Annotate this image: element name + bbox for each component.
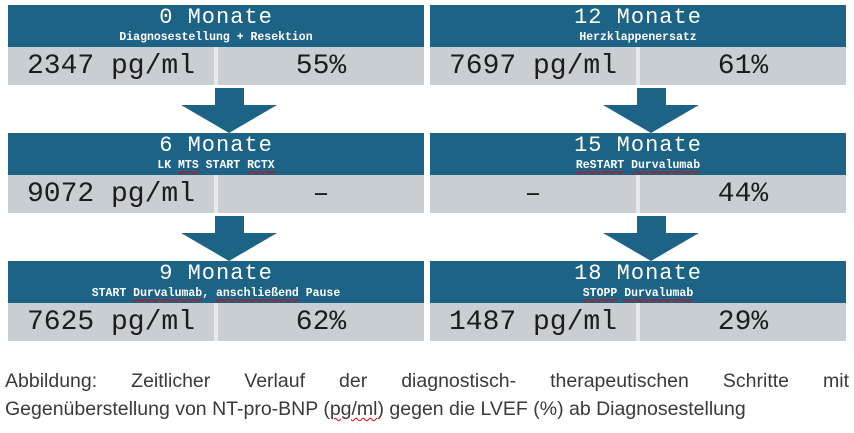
box-title: 15 Monate xyxy=(574,133,702,158)
box-header: 18 Monate STOPP Durvalumab xyxy=(430,261,846,303)
box-values: 2347 pg/ml 55% xyxy=(8,47,424,85)
subtitle-segment: , xyxy=(202,287,216,300)
box-subtitle: Herzklappenersatz xyxy=(430,31,846,44)
box-title: 6 Monate xyxy=(159,133,273,158)
timeline-box-6-monate: 6 Monate LK MTS START RCTX 9072 pg/ml – xyxy=(8,133,424,213)
down-arrow-icon xyxy=(603,213,699,261)
box-values: 7697 pg/ml 61% xyxy=(430,47,846,85)
subtitle-segment: LK xyxy=(157,159,179,172)
lvef-value: 44% xyxy=(717,178,769,210)
subtitle-segment: anschließend xyxy=(216,287,299,300)
arrow-stem xyxy=(214,88,244,105)
lvef-value: 55% xyxy=(295,50,347,82)
cell-divider xyxy=(214,175,218,213)
timeline-box-15-monate: 15 Monate ReSTART Durvalumab – 44% xyxy=(430,133,846,213)
timeline-box-12-monate: 12 Monate Herzklappenersatz 7697 pg/ml 6… xyxy=(430,5,846,85)
arrow-head xyxy=(181,105,277,133)
cell-divider xyxy=(214,47,218,85)
cell-divider xyxy=(636,47,640,85)
box-values: – 44% xyxy=(430,175,846,213)
box-title: 18 Monate xyxy=(574,261,702,286)
arrow-head xyxy=(181,233,277,261)
caption-line-1: Abbildung: Zeitlicher Verlauf der diagno… xyxy=(5,370,849,392)
subtitle-segment: STOPP xyxy=(582,287,618,300)
box-title: 12 Monate xyxy=(574,5,702,30)
box-values: 9072 pg/ml – xyxy=(8,175,424,213)
subtitle-segment: START xyxy=(91,287,134,300)
caption-text-segment: Gegenüberstellung von NT-pro-BNP ( xyxy=(5,398,330,420)
ntprobnp-value: 2347 pg/ml xyxy=(26,50,196,82)
lvef-value: 29% xyxy=(717,306,769,338)
subtitle-segment: Durvalumab xyxy=(631,159,701,172)
subtitle-segment: ReSTART xyxy=(575,159,625,172)
subtitle-segment: START xyxy=(198,159,248,172)
box-title: 9 Monate xyxy=(159,261,273,286)
cell-divider xyxy=(636,175,640,213)
cell-divider xyxy=(214,303,218,341)
lvef-value: 62% xyxy=(295,306,347,338)
down-arrow-icon xyxy=(181,213,277,261)
subtitle-segment: Pause xyxy=(298,287,341,300)
ntprobnp-value: 9072 pg/ml xyxy=(26,178,196,210)
box-subtitle: ReSTART Durvalumab xyxy=(430,159,846,172)
timeline-box-0-monate: 0 Monate Diagnosestellung + Resektion 23… xyxy=(8,5,424,85)
arrow-stem xyxy=(636,216,666,233)
arrow-stem xyxy=(214,216,244,233)
subtitle-segment: Diagnosestellung + Resektion xyxy=(119,31,313,44)
ntprobnp-value: 7625 pg/ml xyxy=(26,306,196,338)
ntprobnp-value: – xyxy=(524,178,542,210)
caption-text-segment: ) gegen die LVEF (%) ab Diagnosestellung xyxy=(377,398,746,420)
box-subtitle: LK MTS START RCTX xyxy=(8,159,424,172)
figure-caption: Abbildung: Zeitlicher Verlauf der diagno… xyxy=(0,367,854,423)
box-title: 0 Monate xyxy=(159,5,273,30)
arrow-head xyxy=(603,105,699,133)
subtitle-segment: RCTX xyxy=(247,159,275,172)
box-subtitle: STOPP Durvalumab xyxy=(430,287,846,300)
box-values: 1487 pg/ml 29% xyxy=(430,303,846,341)
misspelled-word: pg/ml xyxy=(329,398,378,420)
box-header: 12 Monate Herzklappenersatz xyxy=(430,5,846,47)
arrow-stem xyxy=(636,88,666,105)
lvef-value: 61% xyxy=(717,50,769,82)
box-header: 15 Monate ReSTART Durvalumab xyxy=(430,133,846,175)
box-values: 7625 pg/ml 62% xyxy=(8,303,424,341)
ntprobnp-value: 7697 pg/ml xyxy=(448,50,618,82)
box-header: 0 Monate Diagnosestellung + Resektion xyxy=(8,5,424,47)
ntprobnp-value: 1487 pg/ml xyxy=(448,306,618,338)
timeline-box-9-monate: 9 Monate START Durvalumab, anschließend … xyxy=(8,261,424,341)
subtitle-segment: Durvalumab xyxy=(624,287,694,300)
down-arrow-icon xyxy=(603,85,699,133)
box-header: 6 Monate LK MTS START RCTX xyxy=(8,133,424,175)
timeline-box-18-monate: 18 Monate STOPP Durvalumab 1487 pg/ml 29… xyxy=(430,261,846,341)
down-arrow-icon xyxy=(181,85,277,133)
box-subtitle: START Durvalumab, anschließend Pause xyxy=(8,287,424,300)
subtitle-segment: Durvalumab xyxy=(133,287,203,300)
lvef-value: – xyxy=(312,178,330,210)
timeline-diagram: 0 Monate Diagnosestellung + Resektion 23… xyxy=(8,5,846,341)
box-header: 9 Monate START Durvalumab, anschließend … xyxy=(8,261,424,303)
subtitle-segment: MTS xyxy=(178,159,199,172)
box-subtitle: Diagnosestellung + Resektion xyxy=(8,31,424,44)
cell-divider xyxy=(636,303,640,341)
subtitle-segment: Herzklappenersatz xyxy=(579,31,697,44)
caption-line-2: Gegenüberstellung von NT-pro-BNP (pg/ml)… xyxy=(5,395,849,423)
arrow-head xyxy=(603,233,699,261)
